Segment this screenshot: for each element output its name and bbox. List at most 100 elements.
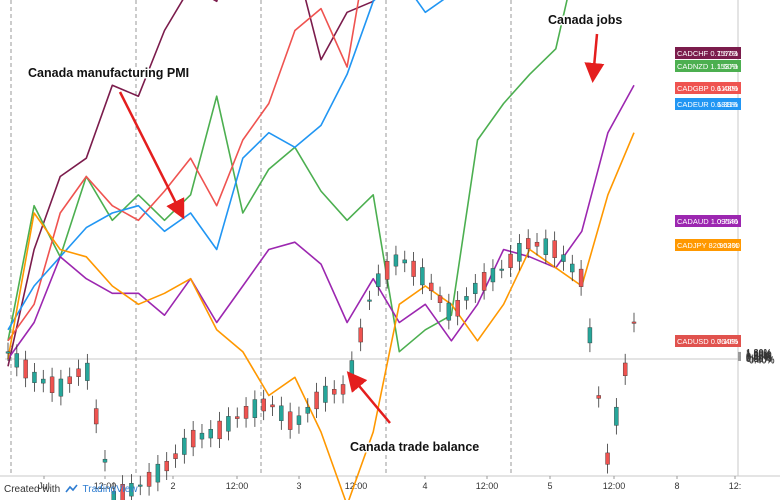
y-tick-label: 1.00% — [746, 350, 772, 360]
x-tick-label: 12:00 — [226, 481, 249, 491]
candle-body — [473, 282, 478, 294]
candle-body — [411, 260, 416, 277]
candle-body — [631, 321, 637, 324]
y-tick-label: 0.00% — [746, 354, 772, 364]
tradingview-logo-icon — [65, 484, 78, 493]
candle-body — [455, 300, 460, 317]
candle-body — [226, 416, 231, 432]
candle-body — [76, 368, 81, 377]
series-line-cadjpy — [7, 132, 635, 500]
badge-price: CADCHF 0.75763 — [677, 49, 737, 58]
candle-body — [534, 241, 540, 247]
candle-body — [570, 263, 575, 273]
candle-body — [164, 460, 169, 472]
annotation-text: Canada jobs — [548, 13, 622, 27]
candle-body — [525, 238, 531, 250]
x-axis: Jul 12:00 2 12:00 3 12:00 4 12:00 5 12:00 8 12: — [0, 475, 780, 491]
badge-price: CADAUD 1.09540 — [677, 217, 738, 226]
x-tick-label: 12:00 — [476, 481, 499, 491]
y-tick-label: 1.20% — [746, 350, 772, 360]
badge-change-bg — [714, 215, 741, 227]
x-tick-label: 8 — [674, 481, 679, 491]
x-tick-label: Jul — [38, 481, 50, 491]
annotations: Canada manufacturing PMI Canada jobs Canad… — [27, 12, 624, 456]
candle-body — [190, 429, 196, 448]
candle-body — [393, 254, 399, 267]
series-line-cadnzd — [7, 0, 568, 353]
candle-body — [578, 268, 584, 287]
badge-change-bg — [714, 82, 741, 94]
x-tick-label: 12:00 — [94, 481, 117, 491]
candle-body — [323, 385, 328, 403]
x-tick-label: 5 — [547, 481, 552, 491]
y-tick-label: 1.40% — [746, 349, 772, 359]
candle-body — [41, 378, 46, 384]
candle-body — [199, 432, 205, 440]
candle-body — [120, 484, 125, 500]
candle-body — [587, 327, 593, 344]
candle-body — [464, 296, 469, 301]
candle-body — [508, 253, 513, 268]
footer-brand[interactable]: TradingView — [82, 484, 138, 495]
badge-change-bg — [714, 239, 741, 251]
candle-body — [446, 302, 452, 321]
candle-body — [296, 415, 302, 425]
series-line-cadchf — [7, 0, 375, 367]
badge-price: CADUSD 0.76465 — [677, 337, 738, 346]
candle-body — [111, 491, 117, 500]
candle-body — [561, 254, 566, 262]
candle-body — [517, 243, 522, 262]
candle-body — [279, 405, 284, 421]
y-tick-label: 0.20% — [746, 353, 772, 363]
candle-body — [481, 272, 487, 291]
y-tick-label: 0.40% — [746, 353, 772, 363]
badge-change: 0.62% — [717, 241, 739, 250]
candle-body — [622, 362, 628, 376]
candle-body — [490, 268, 496, 283]
candle-body — [314, 391, 319, 410]
badge-change-bg — [714, 60, 741, 72]
badge-price: CADJPY 82.90300 — [677, 241, 740, 250]
candle-body — [58, 378, 64, 397]
candle-body — [155, 463, 161, 483]
candle-body — [23, 359, 28, 379]
candle-body — [138, 484, 143, 487]
x-tick-label: 3 — [296, 481, 301, 491]
candle-body — [146, 471, 152, 487]
y-tick-label: 1.60% — [746, 348, 772, 358]
candle-body — [252, 399, 258, 418]
y-axis: 1.80%1.60%1.40%1.20%1.00%0.80%0.60%0.40%… — [737, 0, 775, 476]
candle-body — [340, 384, 346, 395]
candle-body — [429, 282, 434, 292]
candle-body — [605, 452, 610, 465]
annotation-arrow — [346, 371, 391, 424]
footer-created-with: Created with — [4, 484, 61, 495]
badge-change: 0.10% — [717, 337, 739, 346]
candle-body — [93, 408, 99, 425]
x-tick-label: 12:00 — [603, 481, 626, 491]
x-tick-label: 4 — [422, 481, 427, 491]
x-tick-label: 2 — [170, 481, 175, 491]
candle-body — [243, 406, 249, 419]
annotation-3: Canada trade balance — [346, 371, 481, 456]
candle-body — [261, 398, 266, 412]
candle-body — [543, 238, 549, 255]
candle-body — [67, 376, 72, 384]
series-line-cadaud — [7, 84, 635, 360]
annotation-text: Canada trade balance — [350, 440, 479, 454]
candle-body — [420, 267, 425, 286]
candle-body — [270, 404, 275, 408]
badge-change: 0.75% — [717, 217, 739, 226]
candle-body — [596, 395, 601, 399]
candle-body — [358, 327, 363, 343]
y-tick-label: 0.80% — [746, 351, 772, 361]
candle-body — [235, 416, 240, 419]
candle-body — [5, 351, 11, 354]
candle-body — [49, 376, 55, 393]
candle-body — [552, 240, 557, 258]
